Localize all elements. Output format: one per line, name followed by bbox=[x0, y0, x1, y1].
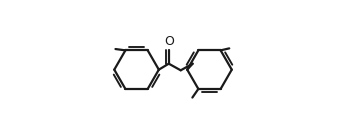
Text: O: O bbox=[164, 35, 174, 48]
